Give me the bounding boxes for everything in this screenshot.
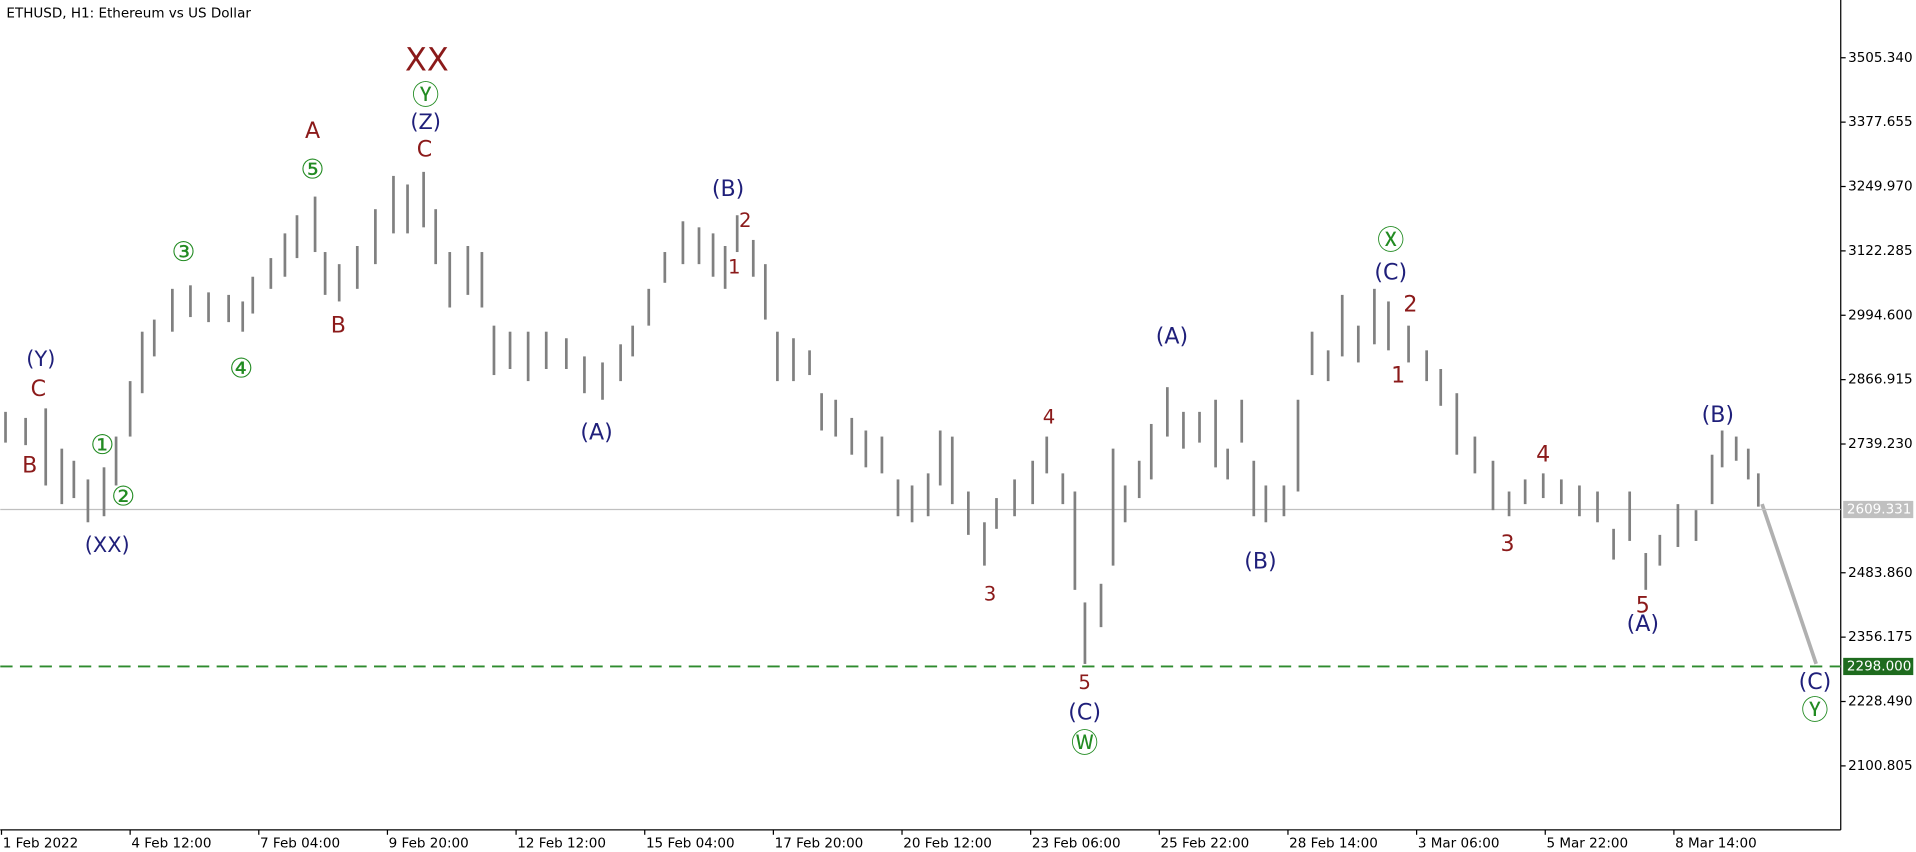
y-tick-label: 3505.340 bbox=[1848, 50, 1913, 66]
x-tick-label: 8 Mar 14:00 bbox=[1675, 835, 1757, 851]
y-tick-label: 2228.490 bbox=[1848, 694, 1913, 710]
wave-label: A bbox=[305, 118, 320, 144]
x-tick-label: 5 Mar 22:00 bbox=[1546, 835, 1628, 851]
wave-label: (A) bbox=[1156, 323, 1188, 349]
wave-label: 1 bbox=[728, 256, 741, 279]
wave-label: 5 bbox=[1078, 671, 1091, 694]
y-tick-label: 2739.230 bbox=[1848, 436, 1913, 452]
y-tick-label: 3249.970 bbox=[1848, 179, 1913, 195]
x-tick-label: 3 Mar 06:00 bbox=[1418, 835, 1500, 851]
wave-label: (C) bbox=[1068, 700, 1101, 726]
wave-label: C bbox=[31, 376, 46, 402]
wave-label: (B) bbox=[712, 176, 744, 202]
wave-label: 2 bbox=[1403, 291, 1417, 317]
wave-label: (B) bbox=[1244, 548, 1276, 574]
current-price-box bbox=[1843, 500, 1914, 519]
wave-label: (Z) bbox=[410, 110, 441, 134]
y-tick-label: 2866.915 bbox=[1848, 372, 1913, 388]
wave-label: (XX) bbox=[85, 533, 130, 557]
current-price-label: 2609.331 bbox=[1847, 502, 1912, 518]
x-tick-label: 28 Feb 14:00 bbox=[1289, 835, 1378, 851]
y-tick-label: 2994.600 bbox=[1848, 307, 1913, 323]
wave-label: 3 bbox=[1501, 531, 1515, 557]
target-level-label: 2298.000 bbox=[1847, 658, 1912, 674]
x-tick-label: 9 Feb 20:00 bbox=[389, 835, 469, 851]
y-tick-label: 2356.175 bbox=[1848, 629, 1913, 645]
x-tick-label: 4 Feb 12:00 bbox=[131, 835, 211, 851]
x-tick-label: 12 Feb 12:00 bbox=[517, 835, 606, 851]
wave-label: (C) bbox=[1799, 669, 1832, 695]
forecast-line bbox=[1760, 503, 1818, 665]
wave-label: ④ bbox=[229, 354, 253, 385]
wave-label: 4 bbox=[1043, 406, 1056, 429]
wave-label: (Y) bbox=[26, 347, 55, 371]
wave-label: (A) bbox=[580, 419, 612, 445]
x-tick-label: 7 Feb 04:00 bbox=[260, 835, 340, 851]
chart-title: ETHUSD, H1: Ethereum vs US Dollar bbox=[6, 6, 251, 22]
x-tick-label: 25 Feb 22:00 bbox=[1161, 835, 1250, 851]
wave-label: Ⓧ bbox=[1377, 226, 1404, 257]
x-tick-label: 1 Feb 2022 bbox=[3, 835, 79, 851]
wave-label: ② bbox=[111, 481, 135, 512]
wave-label: Ⓦ bbox=[1071, 729, 1098, 760]
wave-label: (A) bbox=[1627, 611, 1659, 637]
wave-label: (C) bbox=[1374, 259, 1407, 285]
wave-label: C bbox=[417, 136, 432, 162]
wave-label: Ⓨ bbox=[1801, 695, 1828, 726]
wave-label: 2 bbox=[739, 209, 752, 232]
x-tick-label: 20 Feb 12:00 bbox=[903, 835, 992, 851]
x-tick-label: 15 Feb 04:00 bbox=[646, 835, 735, 851]
y-tick-label: 2483.860 bbox=[1848, 565, 1913, 581]
wave-label: XX bbox=[405, 40, 449, 78]
wave-label: ③ bbox=[171, 237, 195, 268]
target-level-box bbox=[1843, 657, 1914, 676]
wave-label: Ⓨ bbox=[412, 81, 439, 112]
y-tick-label: 3122.285 bbox=[1848, 243, 1913, 259]
wave-label: 3 bbox=[984, 583, 997, 606]
wave-label: 4 bbox=[1536, 441, 1550, 467]
wave-label: 1 bbox=[1391, 363, 1405, 389]
x-tick-label: 23 Feb 06:00 bbox=[1032, 835, 1121, 851]
y-tick-label: 3377.655 bbox=[1848, 114, 1913, 130]
x-tick-label: 17 Feb 20:00 bbox=[775, 835, 864, 851]
wave-label: B bbox=[22, 452, 37, 478]
wave-label: 5 bbox=[1636, 593, 1650, 619]
wave-label: B bbox=[331, 312, 346, 338]
y-tick-label: 2100.805 bbox=[1848, 758, 1913, 774]
wave-label: (B) bbox=[1702, 402, 1734, 428]
wave-label: ① bbox=[90, 430, 114, 461]
wave-label: ⑤ bbox=[300, 154, 324, 185]
